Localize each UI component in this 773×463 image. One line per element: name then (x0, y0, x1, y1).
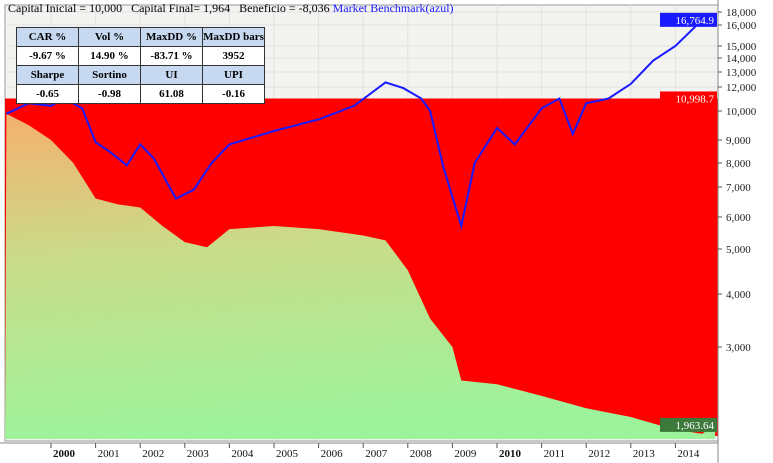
cell: Sharpe (16, 65, 79, 85)
x-tick-label: 2006 (321, 448, 344, 460)
x-tick-label: 2011 (544, 448, 566, 460)
benchmark-line (5, 18, 716, 230)
x-tick-label: 2000 (53, 448, 76, 460)
x-tick-label: 2013 (633, 448, 656, 460)
y-tick-label: 15,000 (726, 41, 757, 53)
y-tick-label: 16,000 (726, 20, 757, 32)
cell: UI (140, 65, 203, 85)
cell: -83.71 % (140, 46, 203, 66)
cell: -9.67 % (16, 46, 79, 66)
capital-inicial: Capital Inicial = 10,000 (8, 1, 123, 15)
cell: 14.90 % (78, 46, 141, 66)
x-tick-label: 2014 (677, 448, 700, 460)
cell: UPI (202, 65, 265, 85)
x-tick-label: 2008 (410, 448, 433, 460)
x-tick-label: 2003 (187, 448, 210, 460)
stats-header-row: Sharpe Sortino UI UPI (16, 65, 265, 85)
equity-last-label: 1,963.64 (676, 420, 715, 432)
stats-value-row: -0.65 -0.98 61.08 -0.16 (16, 84, 265, 104)
cell: MaxDD % (140, 27, 203, 47)
y-tick-label: 5,000 (726, 244, 751, 256)
stats-value-row: -9.67 % 14.90 % -83.71 % 3952 (16, 46, 265, 66)
stats-header-row: CAR % Vol % MaxDD % MaxDD bars (16, 27, 265, 47)
cell: 61.08 (140, 84, 203, 104)
y-tick-label: 18,000 (726, 7, 757, 19)
cell: MaxDD bars (202, 27, 265, 47)
benchmark-legend: Market Benchmark(azul) (332, 1, 454, 15)
y-tick-label: 8,000 (726, 158, 751, 170)
chart-header: Capital Inicial = 10,000 Capital Final= … (8, 1, 454, 16)
cell: CAR % (16, 27, 79, 47)
peak-equity-label-bg (660, 91, 717, 106)
capital-final: Capital Final= 1,964 (131, 1, 231, 15)
x-tick-label: 2001 (98, 448, 120, 460)
cell: -0.65 (16, 84, 79, 104)
benchmark-last-label-bg (660, 12, 717, 27)
cell: -0.98 (78, 84, 141, 104)
cell: Vol % (78, 27, 141, 47)
beneficio: Beneficio = -8,036 (239, 1, 330, 15)
x-tick-label: 2002 (142, 448, 164, 460)
y-tick-label: 10,000 (726, 106, 757, 118)
peak-equity-label: 10,998.7 (676, 93, 715, 105)
x-tick-label: 2009 (454, 448, 477, 460)
y-tick-label: 12,000 (726, 82, 757, 94)
x-tick-label: 2007 (365, 448, 388, 460)
y-tick-label: 7,000 (726, 182, 751, 194)
y-tick-label: 3,000 (726, 342, 751, 354)
stats-table: CAR % Vol % MaxDD % MaxDD bars -9.67 % 14.90… (16, 27, 265, 104)
x-tick-label: 2005 (276, 448, 299, 460)
cell: 3952 (202, 46, 265, 66)
x-tick-label: 2012 (588, 448, 610, 460)
x-tick-label: 2004 (231, 448, 254, 460)
y-tick-label: 14,000 (726, 53, 757, 65)
cell: -0.16 (202, 84, 265, 104)
benchmark-last-label: 16,764.9 (676, 15, 715, 27)
y-tick-label: 13,000 (726, 67, 757, 79)
cell: Sortino (78, 65, 141, 85)
y-tick-label: 4,000 (726, 289, 751, 301)
y-tick-label: 6,000 (726, 212, 751, 224)
y-tick-label: 9,000 (726, 135, 751, 147)
x-tick-label: 2010 (499, 448, 522, 460)
equity-area (5, 113, 716, 440)
equity-last-label-bg (660, 417, 717, 432)
